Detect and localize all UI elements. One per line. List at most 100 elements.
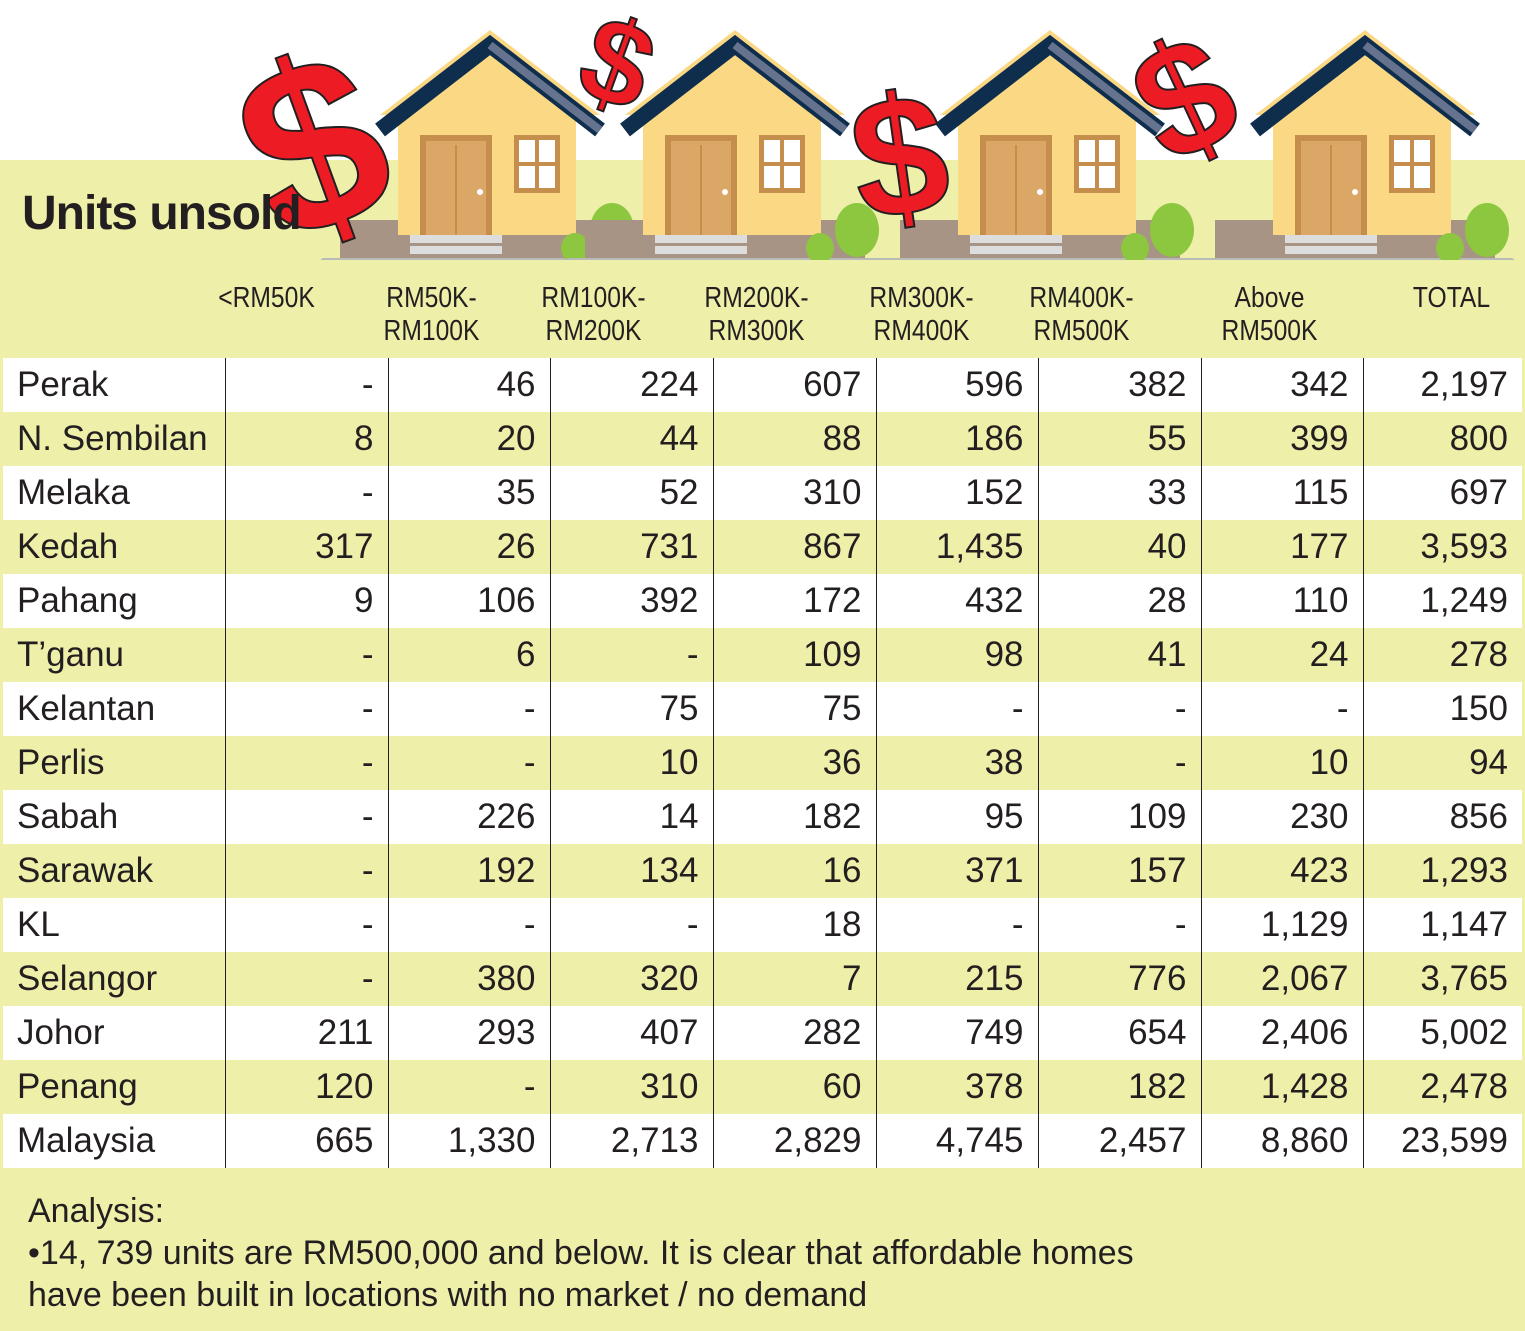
state-name: Selangor [3,952,225,1006]
table-cell: 310 [712,466,876,520]
column-header: Above RM500K [1221,282,1318,347]
table-cell: 98 [875,628,1038,682]
table-cell: - [875,682,1038,736]
table-cell: - [1037,736,1201,790]
table-cell: - [549,898,713,952]
table-cell: 317 [224,520,388,574]
state-name: Kedah [3,520,225,574]
table-cell: - [224,628,388,682]
table-cell: 110 [1200,574,1363,628]
table-cell: - [224,790,388,844]
state-name: Perak [3,358,225,412]
table-cell: - [224,844,388,898]
column-header: TOTAL [1412,282,1491,314]
table-cell: 5,002 [1362,1006,1522,1060]
table-cell: 382 [1037,358,1201,412]
table-cell: 52 [549,466,713,520]
table-cell: 856 [1362,790,1522,844]
table-cell: 423 [1200,844,1363,898]
table-cell: 1,147 [1362,898,1522,952]
table-row: Selangor -380 320 7 215 776 2,067 3,765 [3,952,1522,1006]
table-cell: 2,457 [1037,1114,1201,1168]
table-cell: 2,406 [1200,1006,1363,1060]
table-row: Sarawak -192 134 16 371 157 423 1,293 [3,844,1522,898]
table-row: Penang 120-310 60 378 182 1,428 2,478 [3,1060,1522,1114]
table-cell: 20 [387,412,550,466]
table-cell: 2,197 [1362,358,1522,412]
state-name: Pahang [3,574,225,628]
table-cell: - [1200,682,1363,736]
table-row: Kedah 317 26 731 867 1,435 40 177 3,593 [3,520,1522,574]
table-cell: 749 [875,1006,1038,1060]
table-cell: 18 [712,898,876,952]
table-row: Kelantan - -75 75- - -150 [3,682,1522,736]
table-row: Malaysia 665 1,330 2,713 2,829 4,745 2,457 8,86… [3,1114,1522,1168]
state-name: Perlis [3,736,225,790]
table-cell: 2,478 [1362,1060,1522,1114]
table-cell: 867 [712,520,876,574]
analysis-section: Analysis: •14, 739 units are RM500,000 a… [28,1190,1134,1316]
state-name: Sarawak [3,844,225,898]
column-header: RM200K- RM300K [704,282,809,347]
table-cell: 211 [224,1006,388,1060]
table-cell: 230 [1200,790,1363,844]
table-cell: 776 [1037,952,1201,1006]
table-cell: 731 [549,520,713,574]
table-cell: 28 [1037,574,1201,628]
table-row: T’ganu -6-109 98 41 24 278 [3,628,1522,682]
state-name: Johor [3,1006,225,1060]
table-cell: 182 [1037,1060,1201,1114]
table-cell: 23,599 [1362,1114,1522,1168]
table-cell: 75 [549,682,713,736]
table-cell: 665 [224,1114,388,1168]
table-cell: 14 [549,790,713,844]
table-cell: - [387,1060,550,1114]
table-cell: 2,713 [549,1114,713,1168]
table-cell: 120 [224,1060,388,1114]
column-header: RM100K- RM200K [541,282,646,347]
table-cell: 278 [1362,628,1522,682]
table-cell: 654 [1037,1006,1201,1060]
table-row: Sabah -226 14 182 95 109 230 856 [3,790,1522,844]
table-cell: - [1037,682,1201,736]
table-cell: 320 [549,952,713,1006]
table-cell: - [1037,898,1201,952]
table-cell: 8,860 [1200,1114,1363,1168]
table-cell: 55 [1037,412,1201,466]
table-row: KL - - -18- -1,129 1,147 [3,898,1522,952]
table-cell: 342 [1200,358,1363,412]
table-cell: 432 [875,574,1038,628]
analysis-heading: Analysis: [28,1192,165,1230]
table-cell: 152 [875,466,1038,520]
table-cell: 36 [712,736,876,790]
page-title: Units unsold [22,187,302,240]
table-cell: 10 [1200,736,1363,790]
table-cell: 109 [1037,790,1201,844]
table-row: Perak -46 224 607 596 382 342 2,197 [3,358,1522,412]
table-cell: - [387,736,550,790]
table-cell: 1,428 [1200,1060,1363,1114]
table-cell: 3,765 [1362,952,1522,1006]
table-cell: 44 [549,412,713,466]
table-cell: 378 [875,1060,1038,1114]
table-cell: - [224,466,388,520]
table-cell: 1,129 [1200,898,1363,952]
table-cell: 9 [224,574,388,628]
table-row: Johor 211 293 407 282 749 654 2,406 5,002 [3,1006,1522,1060]
analysis-text: •14, 739 units are RM500,000 and below. … [28,1234,1134,1272]
table-cell: 392 [549,574,713,628]
table-cell: 186 [875,412,1038,466]
column-header: RM50K- RM100K [383,282,480,347]
table-row: N. Sembilan 8 20 44 88 186 55 399 800 [3,412,1522,466]
table-cell: 106 [387,574,550,628]
table-cell: 1,249 [1362,574,1522,628]
table-cell: 224 [549,358,713,412]
table-cell: 24 [1200,628,1363,682]
state-name: Melaka [3,466,225,520]
table-cell: 26 [387,520,550,574]
table-cell: 596 [875,358,1038,412]
units-unsold-table: Perak -46 224 607 596 382 342 2,197 N. Sembilan 8… [3,358,1522,1168]
table-cell: - [387,682,550,736]
table-cell: 109 [712,628,876,682]
table-cell: 157 [1037,844,1201,898]
